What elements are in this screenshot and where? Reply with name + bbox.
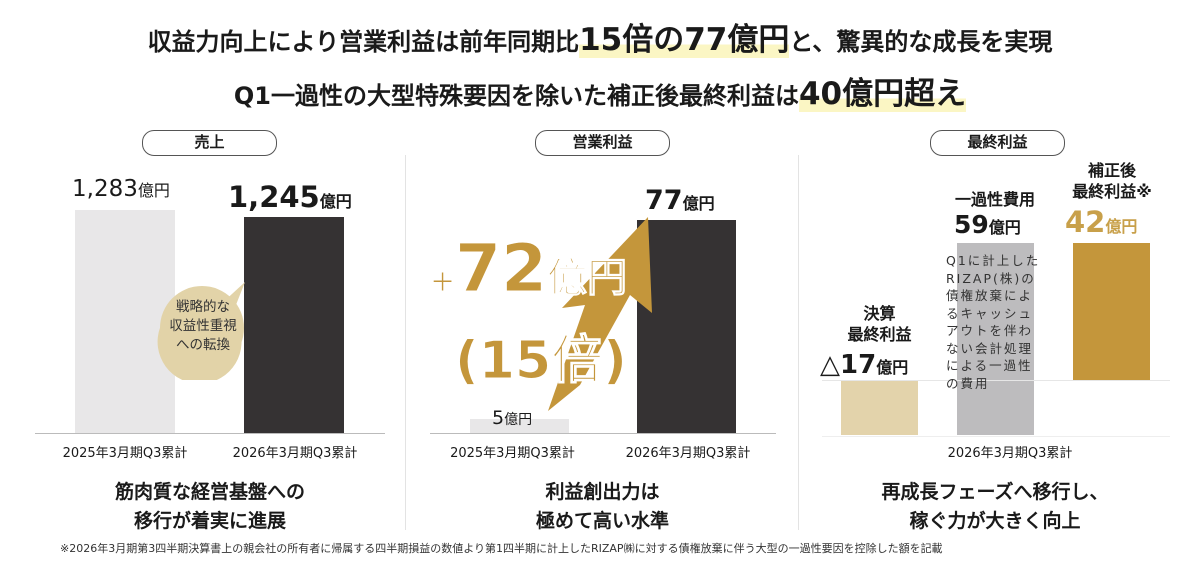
increase-label: +72億円 [429,230,627,308]
x-tick-label: 2026年3月期Q3累計 [625,446,751,461]
headline-text: 収益力向上により営業利益は前年同期比 [147,28,580,56]
bubble-text: 戦略的な 収益性重視 への転換 [169,299,237,353]
divider [798,155,799,530]
growth-arrow-icon [548,217,652,411]
headline-highlight: 40億円超え [798,76,967,112]
caption-operating-profit: 利益創出力は 極めて高い水準 [535,481,669,532]
bar [637,220,736,433]
x-tick-label: 2025年3月期Q3累計 [450,446,575,461]
x-axis [430,433,776,434]
bar [75,210,175,433]
caption-net-profit: 再成長フェーズへ移行し、 稼ぐ力が大きく向上 [881,481,1109,532]
x-axis [35,433,385,434]
data-label: 42億円 [1065,205,1138,239]
bar [244,216,344,433]
bar [1073,243,1150,380]
series-label: 一過性費用 [954,190,1035,209]
chart-title-sales: 売上 [142,130,277,156]
series-label: 補正後 最終利益※ [1072,161,1152,201]
data-label: △17億円 [820,350,909,380]
note-text: Q1に計上したRIZAP(株)の債権放棄によるキャッシュアウトを伴わない会計処理… [946,253,1041,391]
divider [405,155,406,530]
speech-bubble-icon [157,282,245,380]
caption-sales: 筋肉質な経営基盤への 移行が着実に進展 [114,481,305,532]
x-tick-label: 2026年3月期Q3累計 [232,446,358,461]
headline-highlight: 15倍の77億円 [579,22,790,58]
headline-line2: Q1一過性の大型特殊要因を除いた補正後最終利益は40億円超え [0,68,1200,113]
data-label: 59億円 [954,210,1021,239]
bar [841,380,918,436]
headline-text: Q1一過性の大型特殊要因を除いた補正後最終利益は [233,82,799,110]
x-axis [822,436,1170,437]
chart-title-net-profit: 最終利益 [930,130,1065,156]
data-label: 1,245億円 [228,180,352,214]
bar [470,419,569,433]
ratio-label: (15倍) [455,331,628,392]
footnote: ※2026年3月期第3四半期決算書上の親会社の所有者に帰属する四半期損益の数値よ… [60,542,943,555]
data-label: 1,283億円 [72,176,170,202]
headline-text: と、驚異的な成長を実現 [789,28,1053,56]
data-label: 77億円 [645,185,715,216]
chart-title-operating-profit: 営業利益 [535,130,670,156]
series-label: 決算 最終利益 [847,304,912,344]
bar [957,243,1034,436]
x-tick-label: 2026年3月期Q3累計 [947,446,1073,461]
data-label: 5億円 [492,407,533,429]
zero-line [822,380,1170,381]
headline-line1: 収益力向上により営業利益は前年同期比15倍の77億円と、驚異的な成長を実現 [0,14,1200,59]
x-tick-label: 2025年3月期Q3累計 [62,446,188,461]
